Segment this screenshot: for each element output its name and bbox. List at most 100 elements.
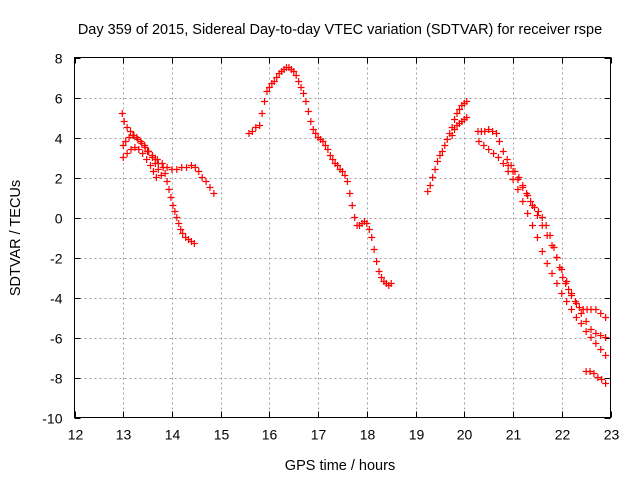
data-point [165, 186, 173, 193]
series-arc-2 [245, 64, 395, 289]
data-point [139, 150, 147, 157]
data-point [587, 334, 595, 341]
data-point [485, 126, 493, 133]
data-point [312, 130, 320, 137]
data-point [602, 352, 610, 359]
data-point [455, 106, 463, 113]
data-point [187, 162, 195, 169]
data-point [538, 248, 546, 255]
data-point [543, 232, 551, 239]
data-point [441, 142, 449, 149]
data-point [304, 108, 312, 115]
x-tick-label: 15 [214, 427, 230, 443]
data-point [265, 84, 273, 91]
data-point [548, 270, 556, 277]
y-tick-label: -6 [50, 331, 63, 347]
data-point [559, 274, 567, 281]
data-point [143, 156, 151, 163]
data-point [141, 142, 149, 149]
data-point [153, 156, 161, 163]
y-tick-label: 8 [55, 51, 63, 67]
data-point [504, 162, 512, 169]
data-point [302, 98, 310, 105]
data-point [586, 368, 594, 375]
data-point [553, 280, 561, 287]
data-point [527, 198, 535, 205]
data-point [424, 188, 432, 195]
data-point [594, 374, 602, 381]
data-point [582, 328, 590, 335]
data-points [118, 64, 610, 387]
series-arc-3b [448, 114, 471, 139]
data-point [270, 78, 278, 85]
x-tick-label: 12 [68, 427, 84, 443]
data-point [548, 242, 556, 249]
data-point [481, 128, 489, 135]
data-point [148, 152, 156, 159]
data-point [173, 214, 181, 221]
data-point [133, 134, 141, 141]
series-arc-1d [144, 148, 218, 197]
data-point [195, 168, 203, 175]
data-point [149, 168, 157, 175]
data-point [538, 214, 546, 221]
data-point [602, 334, 610, 341]
data-point [319, 138, 327, 145]
data-point [152, 174, 160, 181]
data-point [426, 182, 434, 189]
data-point [480, 142, 488, 149]
data-point [434, 158, 442, 165]
x-tick-label: 17 [311, 427, 327, 443]
data-point [326, 152, 334, 159]
series-arc-1e [159, 164, 198, 247]
data-point [173, 166, 181, 173]
data-point [475, 138, 483, 145]
data-point [210, 190, 218, 197]
data-point [131, 144, 139, 151]
data-point [297, 84, 305, 91]
data-point [587, 326, 595, 333]
data-point [489, 128, 497, 135]
data-point [543, 260, 551, 267]
data-point [602, 380, 610, 387]
data-point [158, 160, 166, 167]
data-point [183, 164, 191, 171]
data-point [592, 330, 600, 337]
data-point [499, 160, 507, 167]
data-point [431, 166, 439, 173]
y-tick-label: 0 [55, 211, 63, 227]
data-point [175, 220, 183, 227]
data-point [321, 142, 329, 149]
data-point [373, 258, 381, 265]
data-point [558, 266, 566, 273]
data-point [171, 208, 179, 215]
data-point [582, 318, 590, 325]
data-point [438, 148, 446, 155]
data-point [451, 116, 459, 123]
data-point [568, 290, 576, 297]
chart-title: Day 359 of 2015, Sidereal Day-to-day VTE… [78, 22, 602, 38]
grid-lines [74, 57, 611, 418]
data-point [329, 156, 337, 163]
data-point [563, 298, 571, 305]
data-point [125, 134, 133, 141]
data-point [147, 162, 155, 169]
data-point [341, 172, 349, 179]
data-point [206, 184, 214, 191]
data-point [190, 240, 198, 247]
y-tick-label: -8 [50, 371, 63, 387]
data-point [334, 162, 342, 169]
y-tick-labels: -10 -8 -6 -4 -2 0 2 4 6 8 [42, 51, 62, 427]
series-arc-4c [504, 162, 610, 341]
data-point [161, 170, 169, 177]
data-point [348, 202, 356, 209]
data-point [495, 138, 503, 145]
data-point [529, 222, 537, 229]
data-point [307, 118, 315, 125]
data-point [365, 226, 373, 233]
data-point [129, 132, 137, 139]
data-point [524, 192, 532, 199]
data-point [119, 142, 127, 149]
data-point [300, 90, 308, 97]
x-tick-label: 20 [457, 427, 473, 443]
